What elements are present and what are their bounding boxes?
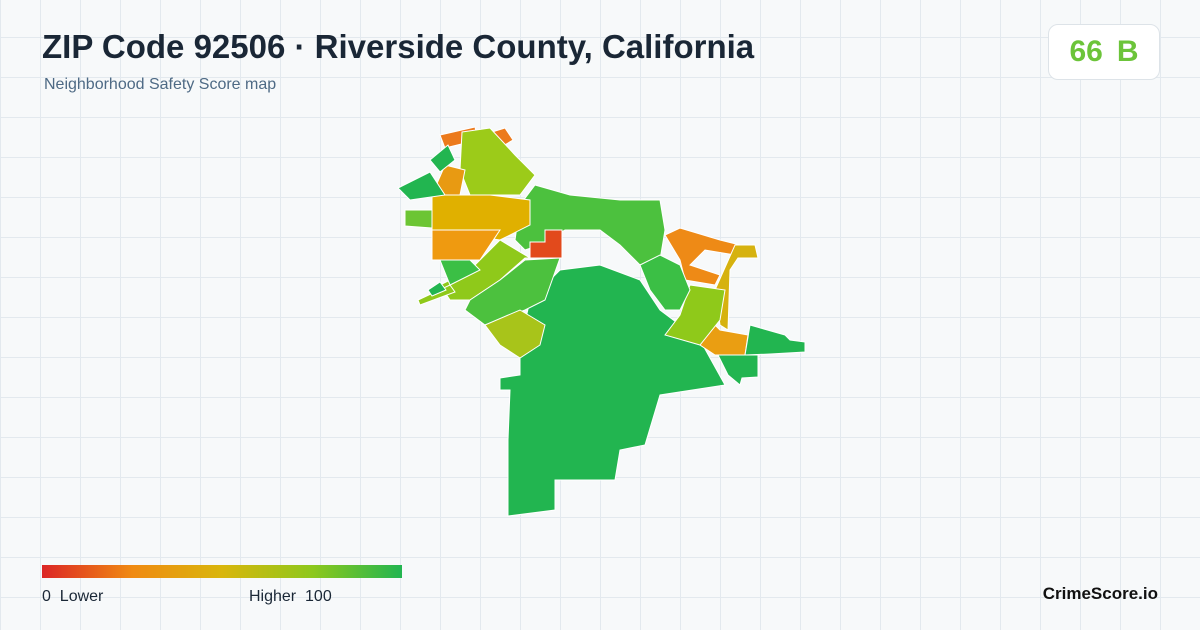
region [404,209,433,229]
region [664,284,726,346]
region [397,171,446,201]
region [459,127,536,196]
legend-max-value: 100 [305,588,332,605]
region [714,244,759,331]
score-value: 66 [1069,35,1103,68]
region [717,354,759,386]
subtitle: Neighborhood Safety Score map [44,76,277,93]
region [429,144,456,173]
legend-gradient [42,565,402,578]
region [464,257,561,326]
legend-min: 0 Lower [42,588,103,606]
region [744,324,806,356]
legend-max-label: Higher [249,588,297,605]
title: ZIP Code 92506 · Riverside County, Calif… [42,28,755,65]
brand: CrimeScore.io [1042,584,1158,603]
score-grade: B [1116,35,1139,68]
legend-min-value: 0 [42,588,51,605]
region [639,254,691,311]
region [514,184,666,266]
region [439,259,481,286]
score-badge: 66 B [1048,24,1160,80]
region [427,281,447,297]
legend-min-label: Lower [59,588,104,605]
legend-max: Higher 100 [249,588,332,606]
region [499,264,726,517]
region [484,309,546,359]
